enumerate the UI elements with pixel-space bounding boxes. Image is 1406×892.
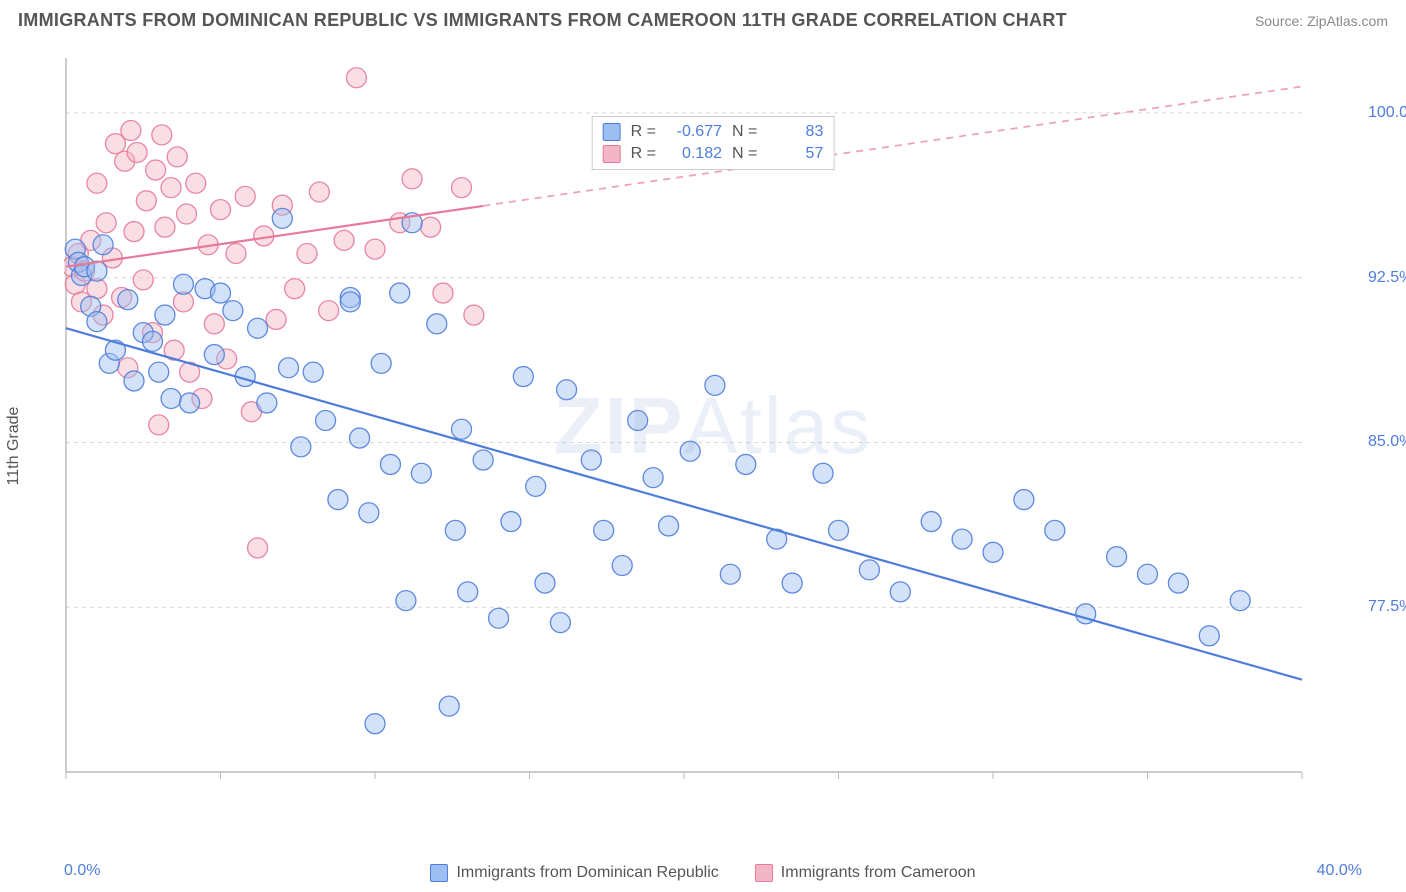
plot-area: ZIPAtlas R = -0.677 N = 83 R = 0.182 N =… <box>64 56 1362 796</box>
legend-swatch-blue <box>603 123 621 141</box>
legend-label-pink: Immigrants from Cameroon <box>781 864 976 882</box>
chart-title: IMMIGRANTS FROM DOMINICAN REPUBLIC VS IM… <box>18 10 1067 31</box>
legend-item-blue: Immigrants from Dominican Republic <box>430 864 718 882</box>
legend-swatch-blue <box>430 864 448 882</box>
stats-legend: R = -0.677 N = 83 R = 0.182 N = 57 <box>592 116 835 170</box>
y-tick-label: 100.0% <box>1368 104 1406 122</box>
stats-row-blue: R = -0.677 N = 83 <box>603 121 824 143</box>
legend-swatch-pink <box>603 145 621 163</box>
y-tick-label: 92.5% <box>1368 269 1406 287</box>
legend-item-pink: Immigrants from Cameroon <box>755 864 976 882</box>
legend-swatch-pink <box>755 864 773 882</box>
y-axis-label: 11th Grade <box>5 407 23 486</box>
y-tick-label: 77.5% <box>1368 598 1406 616</box>
legend-label-blue: Immigrants from Dominican Republic <box>456 864 718 882</box>
y-tick-label: 85.0% <box>1368 433 1406 451</box>
series-legend: Immigrants from Dominican Republic Immig… <box>0 864 1406 882</box>
stats-row-pink: R = 0.182 N = 57 <box>603 143 824 165</box>
source-label: Source: ZipAtlas.com <box>1255 13 1388 29</box>
